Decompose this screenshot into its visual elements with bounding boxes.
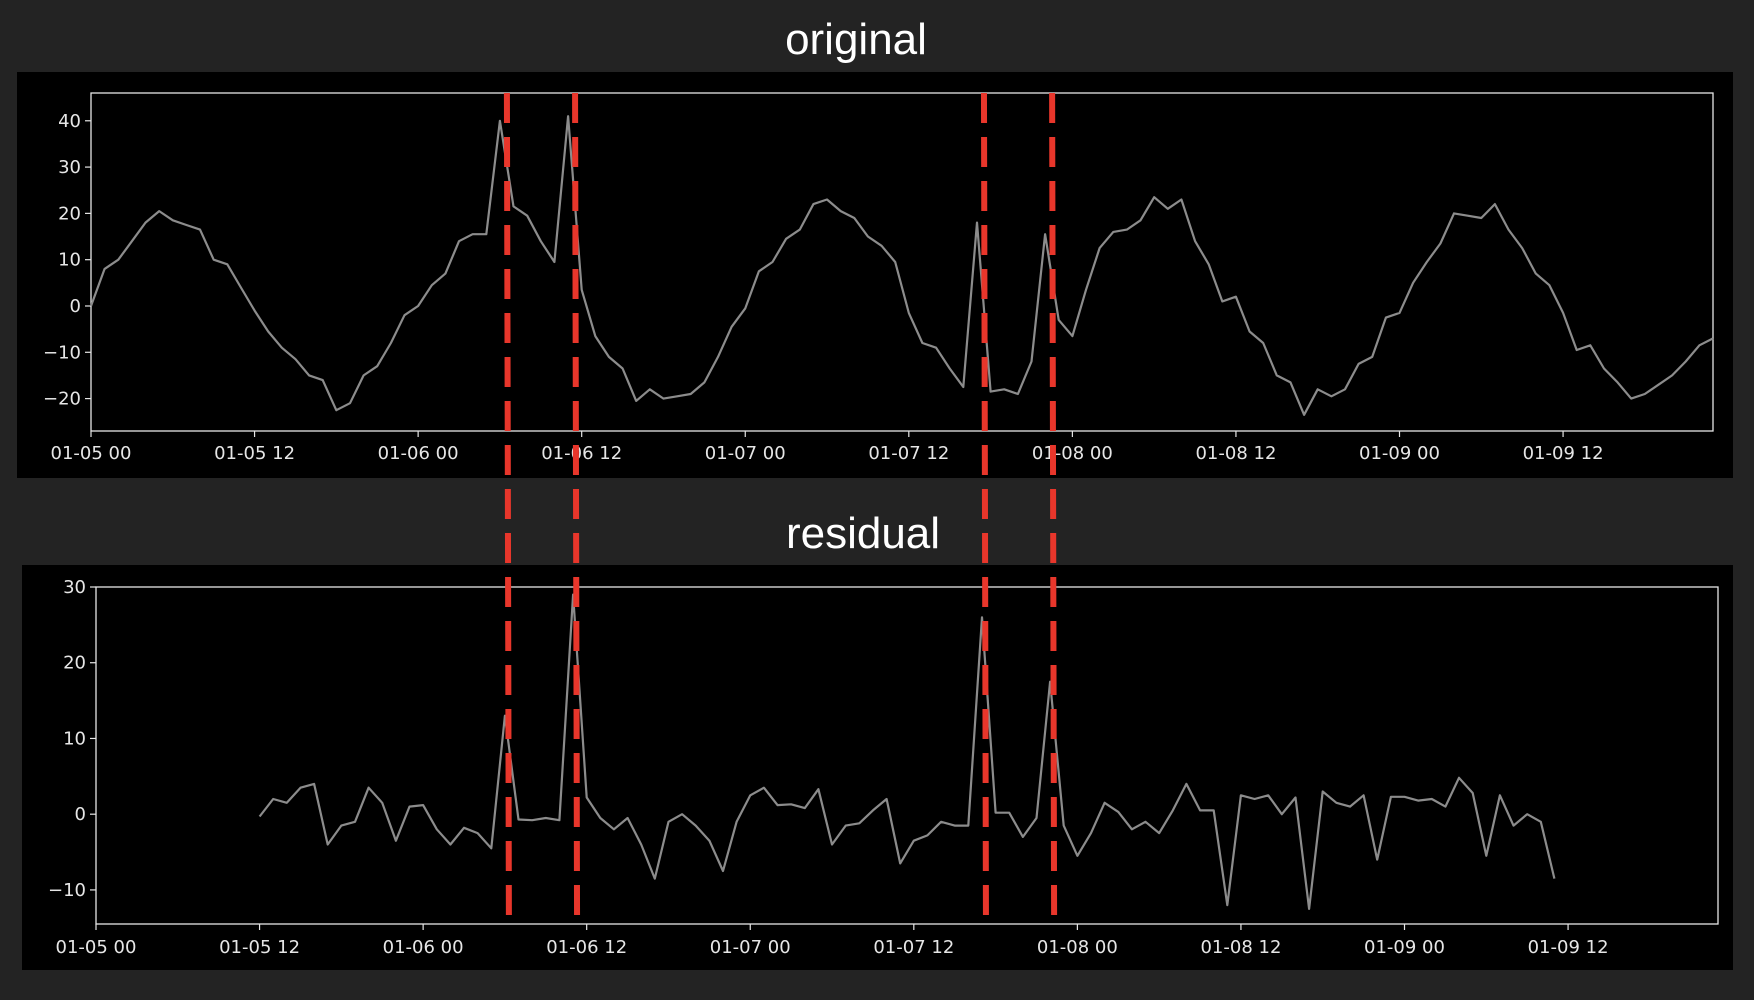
y-tick-label: 0 bbox=[70, 296, 81, 317]
bottom-chart-title: residual bbox=[786, 509, 940, 558]
anomaly-markers bbox=[503, 92, 1058, 925]
series-line bbox=[89, 115, 1714, 416]
axes-frame bbox=[90, 92, 1714, 432]
y-tick-label: 10 bbox=[63, 728, 86, 749]
y-tick-label: 30 bbox=[58, 157, 81, 178]
anomaly-marker-line bbox=[572, 92, 581, 925]
x-tick-label: 01-08 12 bbox=[1195, 443, 1276, 464]
y-tick-label: −20 bbox=[43, 389, 81, 410]
anomaly-marker-line bbox=[1049, 92, 1058, 925]
bottom-panel-background bbox=[22, 565, 1733, 970]
x-tick-label: 01-09 00 bbox=[1359, 443, 1440, 464]
x-tick-label: 01-05 00 bbox=[56, 937, 137, 958]
x-tick-label: 01-05 12 bbox=[219, 937, 300, 958]
y-tick-label: 40 bbox=[58, 111, 81, 132]
x-tick-label: 01-07 00 bbox=[705, 443, 786, 464]
x-tick-label: 01-08 00 bbox=[1032, 443, 1113, 464]
x-tick-label: 01-06 00 bbox=[378, 443, 459, 464]
bottom-chart-plot: 30 20 10 0 −10 01-05 00 01-05 12 01-06 00 01-06 … bbox=[48, 577, 1719, 958]
y-tick-label: −10 bbox=[43, 342, 81, 363]
x-tick-label: 01-09 12 bbox=[1528, 937, 1609, 958]
top-chart-plot: 40 30 20 10 0 −10 −20 01-05 00 01-05 12 01-06 00 0… bbox=[43, 92, 1714, 464]
y-tick-label: 20 bbox=[58, 203, 81, 224]
series-line bbox=[258, 593, 1556, 911]
x-tick-label: 01-05 00 bbox=[51, 443, 132, 464]
anomaly-marker-line bbox=[980, 92, 989, 925]
x-tick-label: 01-07 12 bbox=[868, 443, 949, 464]
x-tick-label: 01-08 00 bbox=[1037, 937, 1118, 958]
axes-frame bbox=[95, 586, 1719, 925]
x-tick-label: 01-09 00 bbox=[1364, 937, 1445, 958]
y-tick-label: 10 bbox=[58, 250, 81, 271]
x-tick-label: 01-07 00 bbox=[710, 937, 791, 958]
y-tick-label: 30 bbox=[63, 577, 86, 598]
y-tick-label: 0 bbox=[75, 804, 86, 825]
y-tick-label: 20 bbox=[63, 653, 86, 674]
top-panel-background bbox=[17, 72, 1733, 478]
x-tick-label: 01-05 12 bbox=[214, 443, 295, 464]
x-tick-label: 01-09 12 bbox=[1523, 443, 1604, 464]
x-tick-label: 01-06 12 bbox=[541, 443, 622, 464]
anomaly-marker-line bbox=[503, 92, 512, 925]
x-tick-label: 01-08 12 bbox=[1200, 937, 1281, 958]
top-chart-title: original bbox=[785, 15, 927, 64]
x-tick-label: 01-06 12 bbox=[546, 937, 627, 958]
x-tick-label: 01-06 00 bbox=[383, 937, 464, 958]
x-tick-label: 01-07 12 bbox=[873, 937, 954, 958]
y-tick-label: −10 bbox=[48, 880, 86, 901]
